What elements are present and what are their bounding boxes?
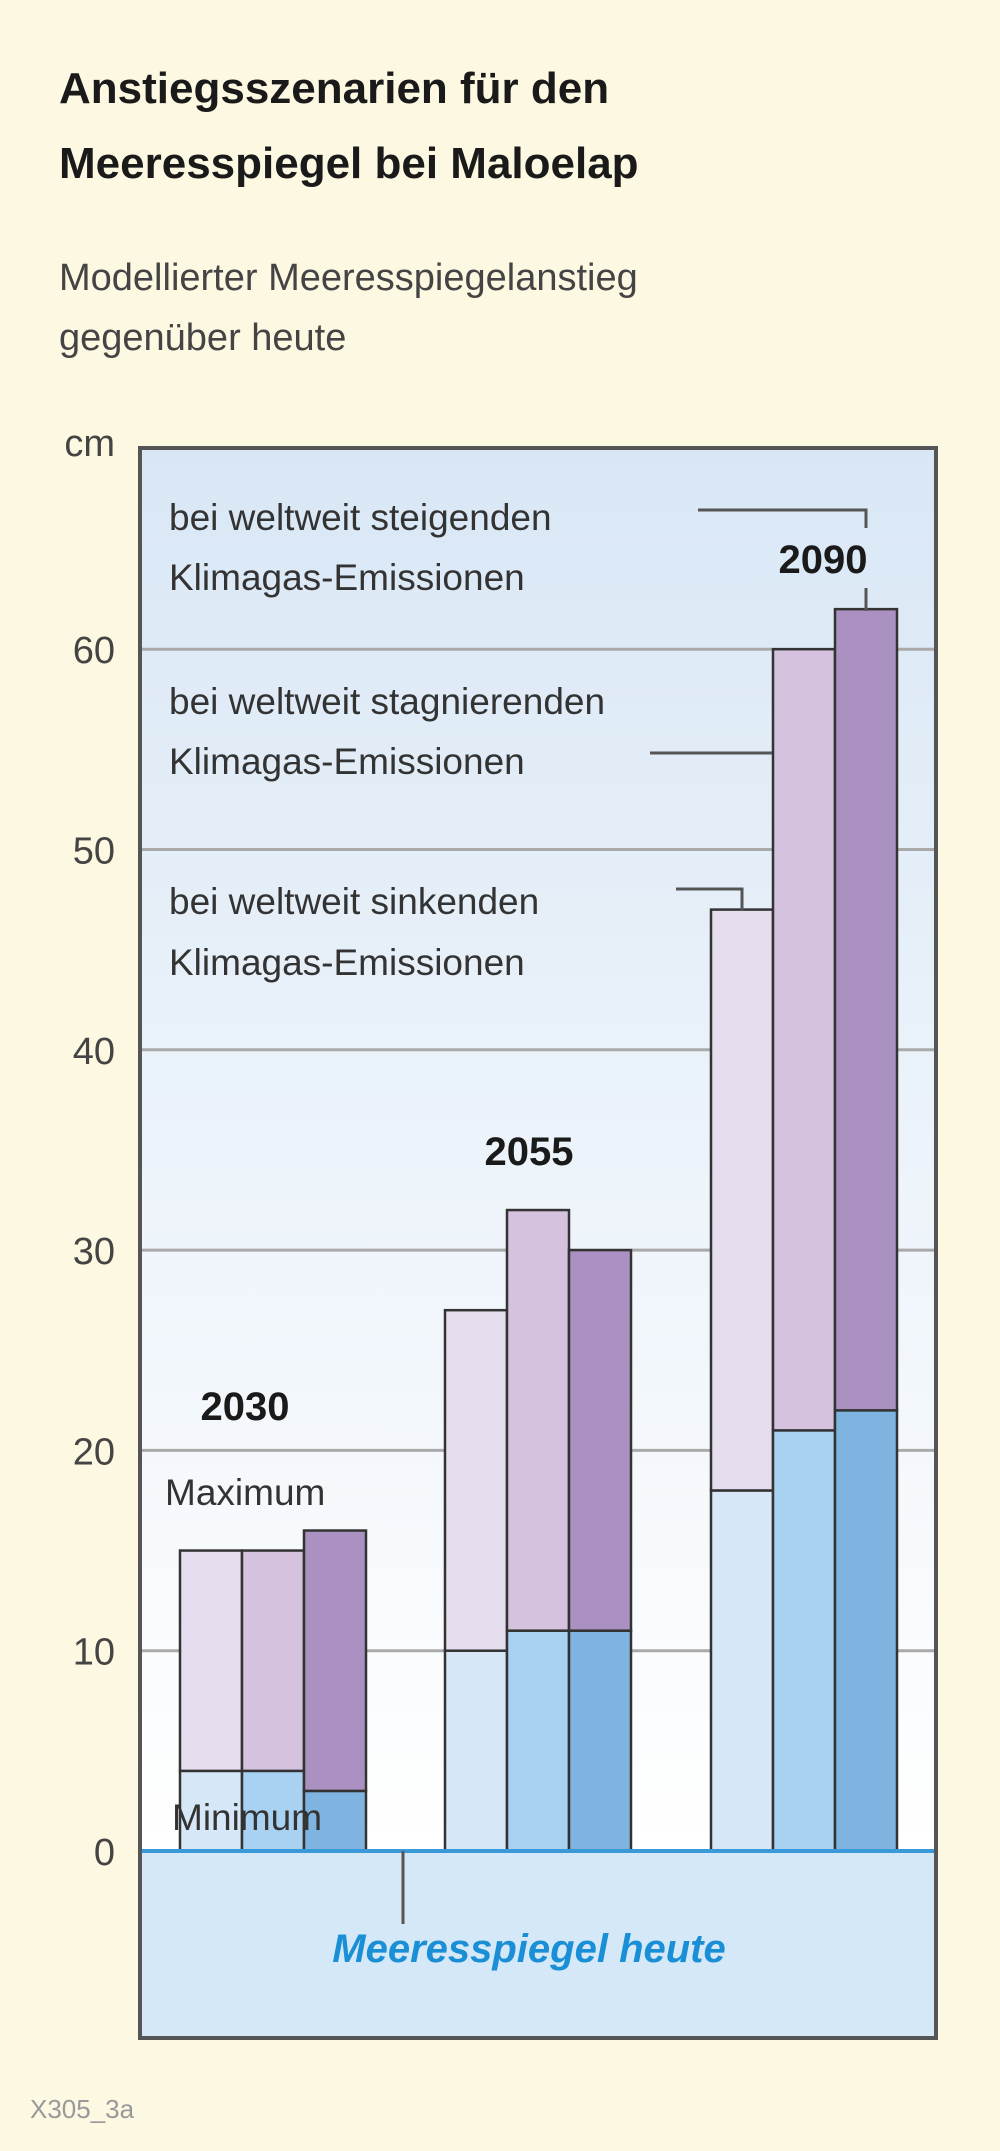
chart-subtitle-line2: gegenüber heute [59,317,346,359]
legend-sinkend-line2: Klimagas-Emissionen [169,942,525,983]
year-label-2055: 2055 [485,1130,574,1174]
legend-stagnierend-line2: Klimagas-Emissionen [169,741,525,782]
legend-sinkend-line1: bei weltweit sinkenden [169,881,539,922]
bar-maximum-2055-2 [567,1248,633,1632]
minimum-label: Minimum [172,1797,322,1838]
source-code: X305_3a [30,2094,135,2124]
bar-minimum-2090-2 [833,1409,899,1853]
legend-steigend-line2: Klimagas-Emissionen [169,557,525,598]
legend-steigend-line1: bei weltweit steigenden [169,497,552,538]
y-tick-label: 10 [73,1632,115,1674]
bar-minimum-2055-0 [443,1649,509,1853]
legend-stagnierend-line1: bei weltweit stagnierenden [169,681,605,722]
bar-maximum-2090-1 [771,647,837,1432]
y-tick-label: 20 [73,1431,115,1473]
connector-steigend [698,508,868,528]
plot-frame [138,446,938,2040]
bar-maximum-2090-0 [709,908,775,1492]
chart-title-line2: Meeresspiegel bei Maloelap [59,139,639,188]
bar-maximum-2055-1 [505,1208,571,1632]
bar-minimum-2090-0 [709,1489,775,1853]
y-axis-unit: cm [64,423,115,465]
chart-subtitle-line1: Modellierter Meeresspiegelanstieg [59,257,638,299]
connector-sinkend [676,887,744,911]
y-tick-label: 30 [73,1231,115,1273]
bar-minimum-2055-2 [567,1629,633,1853]
bar-maximum-2030-0 [178,1549,244,1773]
bar-minimum-2055-1 [505,1629,571,1853]
bar-maximum-2090-2 [833,607,899,1412]
bar-maximum-2030-2 [302,1529,368,1793]
y-tick-label: 40 [73,1031,115,1073]
chart-title-line1: Anstiegsszenarien für den [59,64,609,113]
y-tick-label: 60 [73,630,115,672]
year-label-2090: 2090 [779,538,868,582]
baseline-label: Meeresspiegel heute [332,1927,726,1971]
bar-maximum-2030-1 [240,1549,306,1773]
y-tick-label: 50 [73,831,115,873]
bar-maximum-2055-0 [443,1308,509,1652]
year-label-2030: 2030 [201,1385,290,1429]
maximum-label: Maximum [165,1472,325,1513]
y-tick-label: 0 [94,1832,115,1874]
bar-minimum-2030-0 [178,1769,244,1853]
bar-minimum-2090-1 [771,1429,837,1853]
baseline-area [140,1851,936,2038]
